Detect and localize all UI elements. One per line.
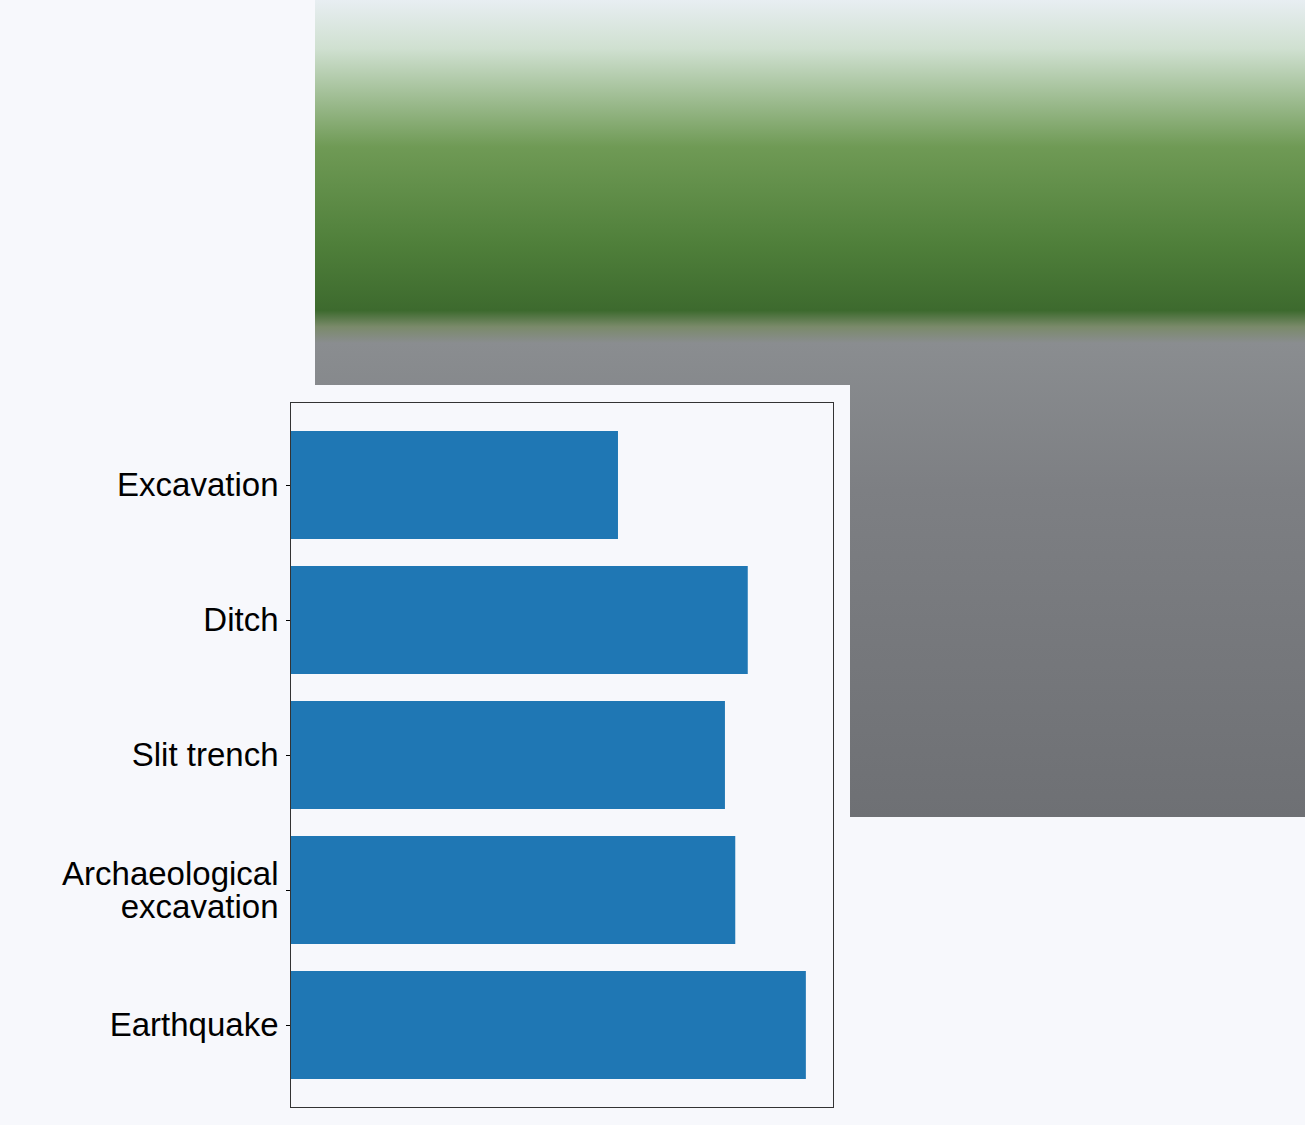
- svg-text:Earthquake: Earthquake: [110, 1006, 279, 1043]
- svg-text:Ditch: Ditch: [203, 601, 278, 638]
- svg-text:Slit trench: Slit trench: [132, 736, 279, 773]
- svg-text:Excavation: Excavation: [117, 466, 278, 503]
- svg-text:Archaeologicalexcavation: Archaeologicalexcavation: [62, 855, 278, 925]
